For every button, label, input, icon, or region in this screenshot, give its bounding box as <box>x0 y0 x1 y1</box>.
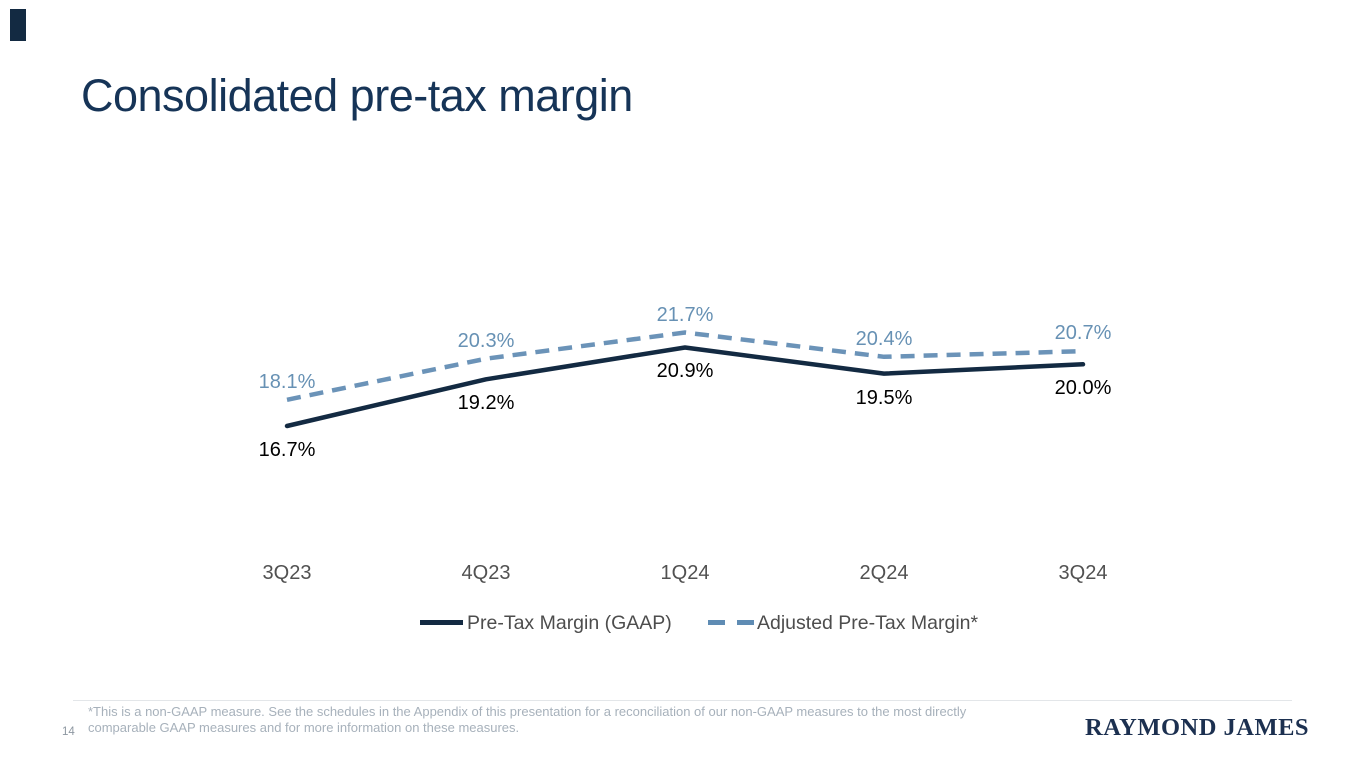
adjusted-value-label: 21.7% <box>656 304 714 326</box>
category-label: 4Q23 <box>461 562 511 584</box>
gaap-value-label: 20.9% <box>656 360 714 382</box>
adjusted-value-label: 18.1% <box>258 371 316 393</box>
category-label: 3Q23 <box>262 562 312 584</box>
category-label: 3Q24 <box>1058 562 1108 584</box>
gaap-value-label: 20.0% <box>1054 377 1112 399</box>
adjusted-value-label: 20.7% <box>1054 322 1112 344</box>
adjusted-series-swatch <box>708 620 754 625</box>
adjusted-value-label: 20.3% <box>457 330 515 352</box>
chart-legend: Pre-Tax Margin (GAAP) Adjusted Pre-Tax M… <box>0 611 1365 637</box>
raymond-james-logo: RAYMOND JAMES <box>1085 714 1310 741</box>
page-number: 14 <box>62 726 75 738</box>
category-label: 1Q24 <box>660 562 710 584</box>
top-left-accent-bar <box>10 9 26 41</box>
gaap-legend-label: Pre-Tax Margin (GAAP) <box>467 612 672 634</box>
footnote-line-1: *This is a non-GAAP measure. See the sch… <box>88 704 967 719</box>
gaap-value-label: 19.5% <box>855 387 913 409</box>
gaap-value-label: 16.7% <box>258 439 316 461</box>
footnote: *This is a non-GAAP measure. See the sch… <box>88 704 966 736</box>
gaap-value-label: 19.2% <box>457 392 515 414</box>
adjusted-legend-label: Adjusted Pre-Tax Margin* <box>757 612 979 634</box>
category-label: 2Q24 <box>859 562 909 584</box>
footnote-line-2: comparable GAAP measures and for more in… <box>88 720 520 736</box>
adjusted-value-label: 20.4% <box>855 328 913 350</box>
page-title: Consolidated pre-tax margin <box>81 70 633 121</box>
footer-divider <box>73 700 1292 701</box>
gaap-series-swatch <box>420 620 463 625</box>
